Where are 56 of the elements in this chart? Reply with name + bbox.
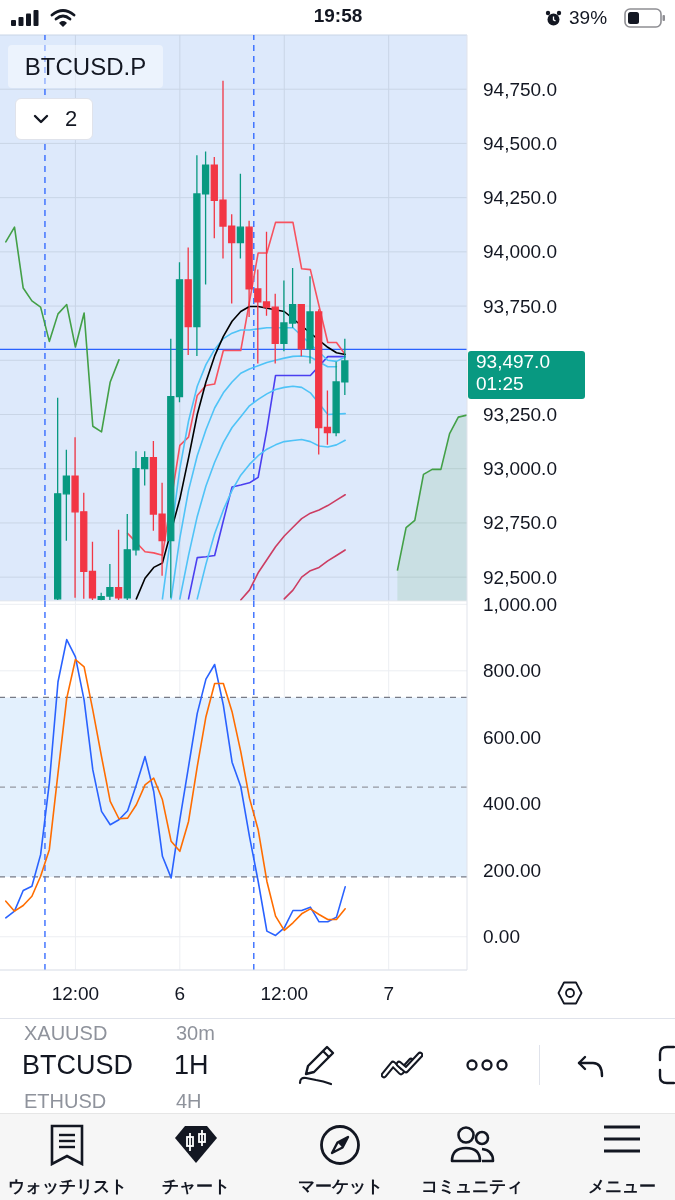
text: 4H <box>176 1090 202 1112</box>
y-tick-label: 800.00 <box>483 660 542 682</box>
y-tick-label: 94,500.0 <box>483 132 557 154</box>
y-tick-label: 400.00 <box>483 793 542 815</box>
x-tick-label: 12:00 <box>260 982 309 1004</box>
text: BTCUSD.P <box>8 45 163 88</box>
line-series <box>283 549 346 600</box>
y-tick-label: 92,500.0 <box>483 566 557 588</box>
y-tick-label: 93,000.0 <box>483 458 557 480</box>
line-series <box>5 226 120 433</box>
y-tick-label: 94,750.0 <box>483 78 557 100</box>
candlestick <box>114 529 123 601</box>
y-tick-label: 600.00 <box>483 726 542 748</box>
text: 1H <box>174 1050 209 1080</box>
y-tick-label: 94,000.0 <box>483 241 557 263</box>
text: 93,497.0 <box>476 350 551 373</box>
candlestick <box>54 397 62 601</box>
y-tick-label: 93,750.0 <box>483 295 557 317</box>
candlestick <box>262 231 271 317</box>
text: チャート <box>161 1175 231 1198</box>
line-series <box>179 385 346 600</box>
candlestick <box>62 448 71 542</box>
candlestick <box>167 338 175 599</box>
text: XAUUSD <box>24 1022 108 1044</box>
line-series <box>239 493 346 601</box>
candlestick <box>323 389 332 446</box>
candlestick <box>88 541 97 601</box>
y-tick-label: 92,750.0 <box>483 512 557 534</box>
candlestick <box>315 308 323 456</box>
text: 01:25 <box>476 372 525 395</box>
text: BTCUSD <box>22 1050 134 1080</box>
text: 39% <box>569 7 608 29</box>
text: ウォッチリスト <box>6 1175 128 1198</box>
text: コミュニティ <box>420 1175 524 1198</box>
line-series <box>161 326 346 600</box>
text: マーケット <box>296 1175 384 1198</box>
y-tick-label: 1,000.00 <box>483 593 557 615</box>
x-tick-label: 12:00 <box>51 982 100 1004</box>
x-tick-label: 6 <box>174 982 186 1004</box>
text: 30m <box>176 1022 215 1044</box>
text: 19:58 <box>312 5 364 27</box>
candlestick <box>184 246 192 356</box>
line-series <box>135 305 346 600</box>
y-tick-label: 93,250.0 <box>483 404 557 425</box>
text: メニュー <box>587 1175 657 1198</box>
y-tick-label: 200.00 <box>483 859 542 881</box>
candlestick <box>271 293 279 365</box>
text: ETHUSD <box>24 1090 107 1112</box>
candlestick <box>236 173 245 260</box>
candlestick <box>306 275 314 365</box>
line-series <box>126 221 346 557</box>
x-tick-label: 7 <box>383 982 394 1004</box>
annotation: 2 <box>65 106 78 132</box>
y-tick-label: 94,250.0 <box>483 187 557 209</box>
y-tick-label: 0.00 <box>483 926 520 948</box>
line-series <box>196 438 346 600</box>
